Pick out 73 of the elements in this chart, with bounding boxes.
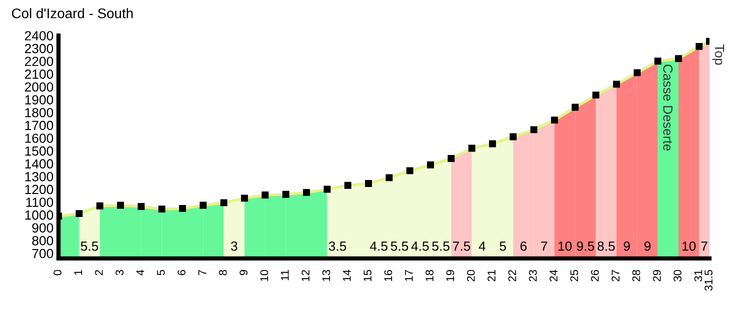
band-label: 8.5 xyxy=(598,241,615,251)
chart-title: Col d'Izoard - South xyxy=(12,8,133,18)
x-tick-label: 31 xyxy=(694,270,702,282)
band-label: 4 xyxy=(478,242,486,251)
band-label: 6 xyxy=(520,241,527,251)
x-tick-label: 21 xyxy=(488,270,496,282)
y-tick-label: 1400 xyxy=(25,159,54,169)
x-tick-label: 24 xyxy=(550,270,558,282)
y-tick-label: 700 xyxy=(32,248,54,258)
band-label: 5.5 xyxy=(80,242,98,251)
x-tick-label: 4 xyxy=(136,270,144,276)
x-tick-label: 13 xyxy=(322,270,330,282)
x-tick-label: 0 xyxy=(54,270,62,276)
x-tick-label: 6 xyxy=(178,270,186,276)
band-label: 9 xyxy=(624,241,630,251)
y-tick-label: 2200 xyxy=(24,56,54,66)
annotation: Top xyxy=(712,44,724,65)
band-label: 7 xyxy=(701,242,708,251)
y-tick-label: 1800 xyxy=(25,108,54,118)
x-tick-label: 20 xyxy=(466,270,475,282)
x-tick-label: 8 xyxy=(218,270,227,276)
x-tick-label: 2 xyxy=(94,270,103,276)
y-tick-label: 1200 xyxy=(25,184,54,194)
band-label: 7.5 xyxy=(453,242,470,251)
band-label: 5.5 xyxy=(432,242,450,251)
x-tick-label: 29 xyxy=(652,270,661,282)
x-tick-label: 17 xyxy=(405,270,413,282)
y-tick-label: 2000 xyxy=(24,82,54,92)
band-label: 3 xyxy=(231,241,238,251)
x-tick-label: 11 xyxy=(281,270,289,280)
band-label: 4.5 xyxy=(370,242,388,251)
band-label: 9 xyxy=(644,241,651,251)
x-tick-label: 7 xyxy=(198,270,206,276)
x-tick-label: 25 xyxy=(570,270,578,282)
y-tick-label: 1100 xyxy=(26,198,54,207)
x-tick-label: 30 xyxy=(674,270,682,282)
y-tick-label: 800 xyxy=(32,236,54,246)
y-tick-label: 2400 xyxy=(24,31,54,40)
y-tick-label: 2300 xyxy=(24,44,54,54)
x-tick-label: 28 xyxy=(632,270,640,282)
x-tick-label: 23 xyxy=(528,270,537,282)
y-tick-label: 900 xyxy=(32,223,54,233)
band-label: 5 xyxy=(500,242,506,251)
x-tick-label: 16 xyxy=(384,270,392,282)
band-label: 3.5 xyxy=(328,241,346,251)
y-tick-label: 1700 xyxy=(25,120,54,130)
x-tick-label: 5 xyxy=(157,270,165,276)
band-label: 10 xyxy=(682,241,696,251)
x-tick-label: 9 xyxy=(240,270,248,276)
x-tick-label: 12 xyxy=(302,270,310,282)
annotation: Casse Deserte xyxy=(663,64,673,151)
x-tick-label: 31.5 xyxy=(704,270,712,291)
band-label: 5.5 xyxy=(390,242,408,251)
x-tick-label: 19 xyxy=(446,270,454,282)
x-tick-label: 3 xyxy=(116,270,124,276)
band-label: 4.5 xyxy=(411,242,429,251)
x-tick-label: 18 xyxy=(426,270,434,282)
x-tick-label: 15 xyxy=(364,270,372,282)
x-tick-label: 27 xyxy=(612,270,620,282)
x-tick-label: 1 xyxy=(74,270,82,275)
y-tick-label: 1900 xyxy=(25,95,54,104)
band-label: 7 xyxy=(541,242,548,251)
y-tick-label: 1500 xyxy=(25,146,54,156)
y-tick-label: 1600 xyxy=(25,134,54,143)
x-tick-label: 22 xyxy=(508,270,516,282)
x-tick-label: 14 xyxy=(343,270,351,282)
y-tick-label: 2100 xyxy=(24,70,54,79)
x-tick-label: 26 xyxy=(590,270,599,282)
y-tick-label: 1000 xyxy=(25,210,54,220)
band-label: 10 xyxy=(558,241,572,251)
x-tick-label: 10 xyxy=(260,270,268,282)
y-tick-label: 1300 xyxy=(25,172,54,182)
band-label: 9.5 xyxy=(576,241,594,251)
